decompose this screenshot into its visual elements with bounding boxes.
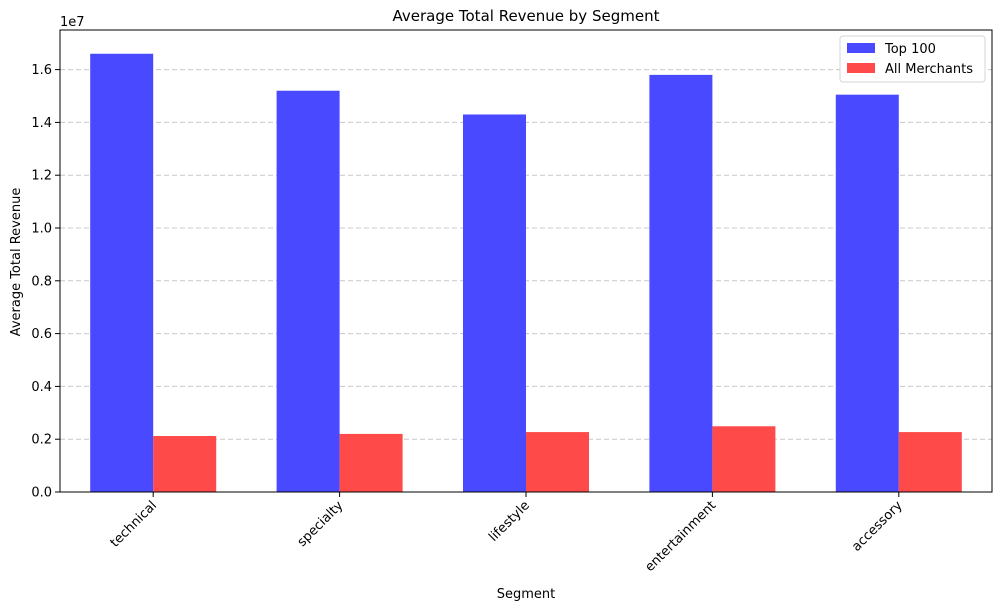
legend-swatch-all-merchants: [847, 63, 875, 73]
y-axis-label: Average Total Revenue: [9, 188, 24, 337]
bar-all-merchants-technical: [153, 436, 217, 492]
y-tick-label: 1.2: [31, 169, 52, 184]
y-tick-label: 0.4: [31, 380, 52, 395]
bar-top-100-entertainment: [649, 74, 713, 492]
x-tick-label: specialty: [295, 498, 347, 550]
x-tick-label: technical: [108, 498, 160, 550]
y-tick-label: 1.0: [31, 222, 52, 237]
x-ticks: technical specialty lifestyle entertainment…: [108, 492, 906, 575]
y-tick-label: 0.2: [31, 433, 52, 448]
y-scale-label: 1e7: [60, 15, 85, 30]
x-axis-label: Segment: [497, 587, 556, 602]
bar-all-merchants-specialty: [339, 433, 403, 492]
x-tick-label: accessory: [849, 498, 906, 555]
bar-top-100-technical: [90, 53, 154, 492]
x-tick-label: lifestyle: [486, 498, 533, 545]
y-tick-label: 1.4: [31, 116, 52, 131]
y-tick-label: 0.0: [31, 486, 52, 501]
legend-box: [839, 35, 986, 83]
bars: [90, 53, 962, 493]
bar-all-merchants-accessory: [898, 432, 962, 492]
chart-title: Average Total Revenue by Segment: [393, 7, 660, 25]
legend-label: Top 100: [884, 42, 936, 57]
y-tick-label: 0.6: [31, 327, 52, 342]
y-tick-label: 1.6: [31, 63, 52, 78]
y-ticks: 0.0 0.2 0.4 0.6 0.8 1.0 1.2 1.4 1.6: [31, 63, 60, 501]
legend: Top 100 All Merchants: [839, 35, 986, 83]
legend-label: All Merchants: [885, 62, 973, 77]
bar-top-100-specialty: [276, 90, 340, 492]
legend-swatch-top-100: [847, 43, 875, 53]
bar-top-100-lifestyle: [463, 114, 526, 492]
bar-all-merchants-entertainment: [712, 426, 776, 492]
bar-all-merchants-lifestyle: [526, 432, 589, 492]
x-tick-label: entertainment: [642, 498, 719, 575]
bar-top-100-accessory: [835, 94, 899, 493]
y-tick-label: 0.8: [31, 274, 52, 289]
